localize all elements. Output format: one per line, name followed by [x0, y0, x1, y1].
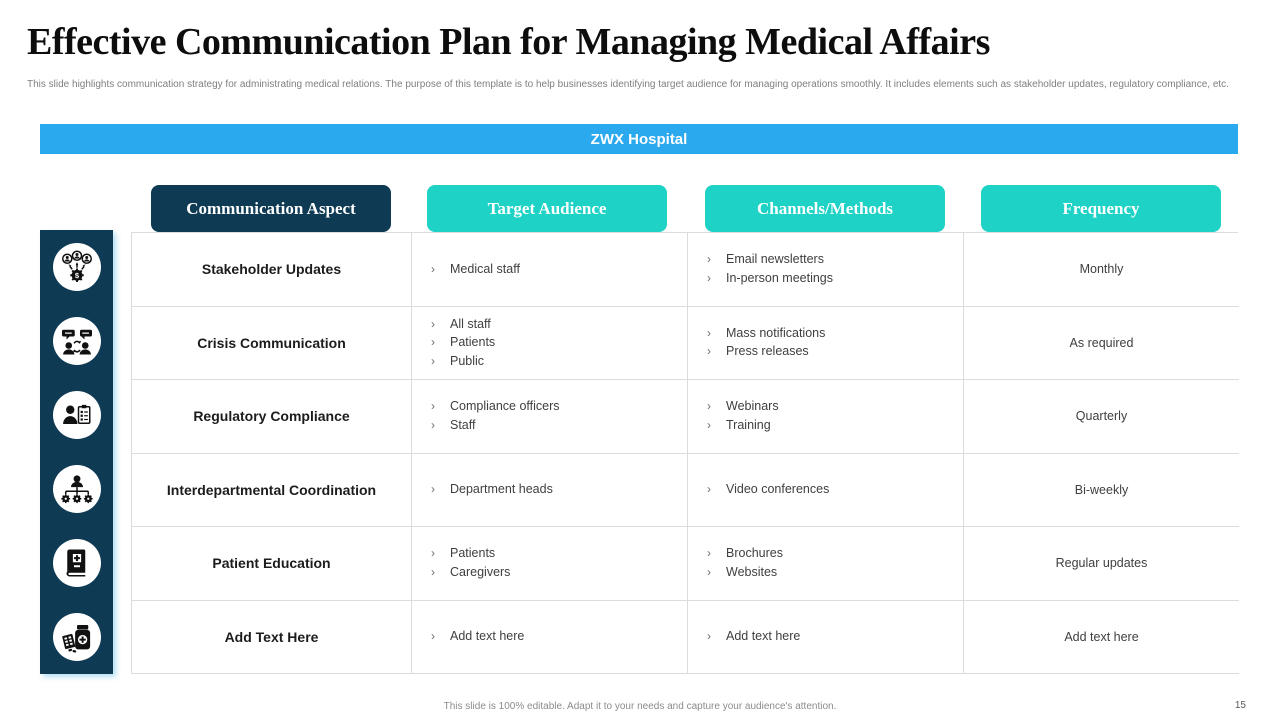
- column-header-target-audience: Target Audience: [427, 185, 667, 232]
- conversation-icon: [52, 317, 101, 365]
- list-item: › Video conferences: [707, 481, 963, 499]
- bullet-glyph: ›: [431, 335, 435, 349]
- page-number: 15: [1234, 700, 1246, 711]
- aspect-cell: Regulatory Compliance: [132, 380, 411, 454]
- icon-rail: $: [40, 230, 113, 674]
- page-title: Effective Communication Plan for Managin…: [27, 21, 990, 63]
- aspect-cell: Patient Education: [132, 527, 411, 601]
- hospital-banner: ZWX Hospital: [40, 124, 1238, 154]
- list-item: › Training: [707, 417, 963, 435]
- aspect-cell: Crisis Communication: [132, 307, 411, 380]
- medicine-bottle-icon: [52, 613, 101, 661]
- list-item: › Medical staff: [431, 261, 687, 279]
- bullet-glyph: ›: [431, 399, 435, 414]
- aspect-cell: Stakeholder Updates: [132, 233, 411, 307]
- bullet-glyph: ›: [707, 417, 711, 432]
- slide-description: This slide highlights communication stra…: [27, 79, 1229, 90]
- column-header-communication-aspect: Communication Aspect: [151, 185, 391, 232]
- aspect-cell: Add Text Here: [132, 601, 411, 674]
- list-item: › Webinars: [707, 398, 963, 416]
- bullet-glyph: ›: [707, 270, 711, 285]
- column-header-frequency: Frequency: [981, 185, 1221, 232]
- frequency-cell: As required: [963, 306, 1239, 380]
- communication-plan-table: Stakeholder Updates › Medical staff › Emai…: [131, 232, 1239, 674]
- frequency-cell: Quarterly: [963, 380, 1239, 454]
- channels-cell: › Brochures › Websites: [687, 527, 963, 601]
- person-checklist-icon: [52, 391, 101, 439]
- list-item: › Patients: [431, 545, 687, 563]
- channels-cell: › Add text here: [687, 600, 963, 674]
- medical-book-icon: [52, 539, 101, 587]
- frequency-cell: Bi-weekly: [963, 453, 1239, 527]
- aspect-cell: Interdepartmental Coordination: [132, 454, 411, 527]
- bullet-glyph: ›: [707, 325, 711, 340]
- frequency-cell: Monthly: [963, 233, 1239, 307]
- bullet-glyph: ›: [431, 353, 435, 368]
- svg-text:$: $: [74, 271, 79, 280]
- list-item: › Mass notifications: [707, 325, 963, 343]
- bullet-glyph: ›: [431, 261, 435, 276]
- audience-cell: › Department heads: [411, 453, 687, 527]
- bullet-glyph: ›: [431, 629, 435, 643]
- channels-cell: › Webinars › Training: [687, 380, 963, 454]
- list-item: › Email newsletters: [707, 251, 963, 269]
- column-header-channels-methods: Channels/Methods: [705, 185, 945, 232]
- channels-cell: › Video conferences: [687, 453, 963, 527]
- list-item: › Brochures: [707, 545, 963, 563]
- bullet-glyph: ›: [431, 417, 435, 432]
- audience-cell: › Compliance officers › Staff: [411, 380, 687, 454]
- audience-cell: › All staff › Patients › Public: [411, 306, 687, 380]
- list-item: › Websites: [707, 564, 963, 582]
- list-item: › Press releases: [707, 343, 963, 361]
- list-item: › Patients: [431, 334, 687, 352]
- bullet-glyph: ›: [707, 482, 711, 496]
- frequency-cell: Regular updates: [963, 527, 1239, 601]
- bullet-glyph: ›: [707, 252, 711, 267]
- list-item: › All staff: [431, 316, 687, 334]
- bullet-glyph: ›: [431, 546, 435, 561]
- bullet-glyph: ›: [431, 482, 435, 496]
- list-item: › Department heads: [431, 481, 687, 499]
- bullet-glyph: ›: [707, 546, 711, 561]
- list-item: › Compliance officers: [431, 398, 687, 416]
- audience-cell: › Patients › Caregivers: [411, 527, 687, 601]
- list-item: › Staff: [431, 417, 687, 435]
- channels-cell: › Email newsletters › In-person meetings: [687, 233, 963, 307]
- audience-cell: › Add text here: [411, 600, 687, 674]
- list-item: › Public: [431, 353, 687, 371]
- list-item: › In-person meetings: [707, 270, 963, 288]
- channels-cell: › Mass notifications › Press releases: [687, 306, 963, 380]
- bullet-glyph: ›: [707, 629, 711, 643]
- audience-cell: › Medical staff: [411, 233, 687, 307]
- list-item: › Caregivers: [431, 564, 687, 582]
- frequency-cell: Add text here: [963, 600, 1239, 674]
- bullet-glyph: ›: [707, 564, 711, 579]
- bullet-glyph: ›: [431, 316, 435, 331]
- editable-note: This slide is 100% editable. Adapt it to…: [443, 701, 837, 712]
- hospital-banner-label: ZWX Hospital: [590, 130, 688, 148]
- list-item: › Add text here: [431, 628, 687, 646]
- stakeholders-gear-icon: $: [52, 243, 101, 291]
- bullet-glyph: ›: [707, 399, 711, 414]
- list-item: › Add text here: [707, 628, 963, 646]
- org-hierarchy-gears-icon: [52, 465, 101, 513]
- bullet-glyph: ›: [707, 344, 711, 359]
- bullet-glyph: ›: [431, 564, 435, 579]
